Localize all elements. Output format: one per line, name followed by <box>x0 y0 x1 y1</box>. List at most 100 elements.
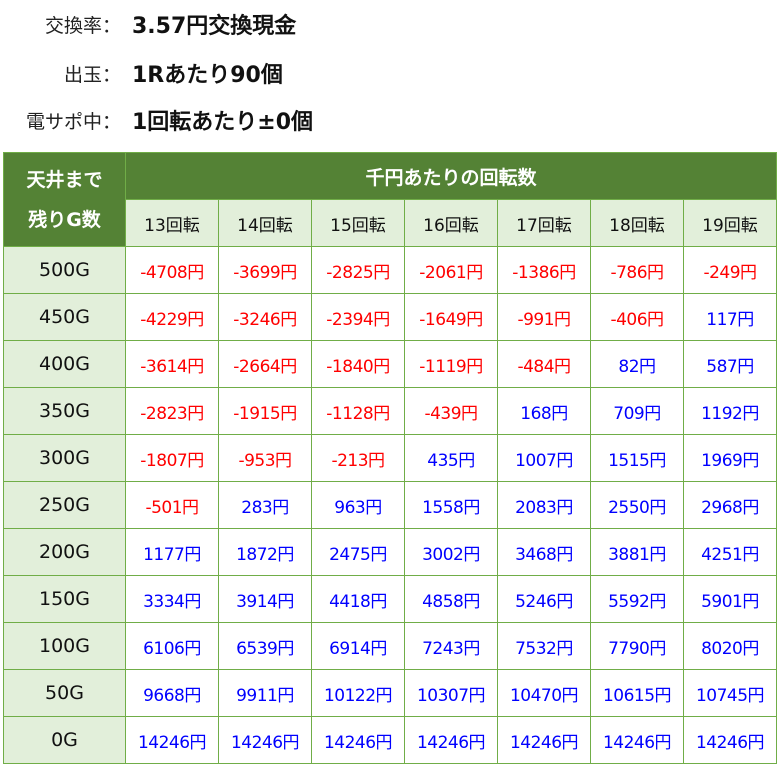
table-row: 250G -501円 283円 963円 1558円 2083円 2550円 2968円 <box>3 481 777 529</box>
value-cell: -991円 <box>497 293 591 341</box>
value-cell: -953円 <box>218 434 312 482</box>
row-header: 50G <box>3 669 126 717</box>
support-label: 電サポ中： <box>25 110 121 133</box>
corner-label-line-1: 天井まで <box>26 168 103 191</box>
value-cell: -2825円 <box>311 246 405 294</box>
value-cell: -2664円 <box>218 340 312 388</box>
value-cell: 435円 <box>404 434 498 482</box>
value-cell: 3914円 <box>218 575 312 623</box>
payout-line: 出玉： 1Rあたり90個 <box>0 58 283 88</box>
table-row: 200G 1177円 1872円 2475円 3002円 3468円 3881円 4251円 <box>3 528 777 576</box>
value-cell: 3002円 <box>404 528 498 576</box>
expected-value-table: 天井まで 残りG数 千円あたりの回転数 13回転 14回転 15回転 16回転 17回転… <box>3 152 777 764</box>
value-cell: -4229円 <box>125 293 219 341</box>
value-cell: 5592円 <box>590 575 684 623</box>
value-cell: -439円 <box>404 387 498 435</box>
row-header: 350G <box>3 387 126 435</box>
column-header: 19回転 <box>683 199 777 247</box>
value-cell: -3614円 <box>125 340 219 388</box>
row-header: 400G <box>3 340 126 388</box>
value-cell: 9911円 <box>218 669 312 717</box>
value-cell: -1915円 <box>218 387 312 435</box>
value-cell: 82円 <box>590 340 684 388</box>
value-cell: 1969円 <box>683 434 777 482</box>
value-cell: -2061円 <box>404 246 498 294</box>
row-header: 250G <box>3 481 126 529</box>
row-header: 500G <box>3 246 126 294</box>
column-header: 17回転 <box>497 199 591 247</box>
value-cell: 3881円 <box>590 528 684 576</box>
value-cell: 14246円 <box>125 716 219 764</box>
column-header: 18回転 <box>590 199 684 247</box>
value-cell: 709円 <box>590 387 684 435</box>
header-row-columns: 13回転 14回転 15回転 16回転 17回転 18回転 19回転 <box>4 199 777 247</box>
exchange-rate-line: 交換率： 3.57円交換現金 <box>0 9 296 39</box>
value-cell: 5901円 <box>683 575 777 623</box>
value-cell: 2550円 <box>590 481 684 529</box>
remaining-games-header: 天井まで 残りG数 <box>3 152 126 247</box>
value-cell: 10615円 <box>590 669 684 717</box>
spins-per-1000-header: 千円あたりの回転数 <box>125 152 777 200</box>
table-row: 50G 9668円 9911円 10122円 10307円 10470円 10615円 107… <box>3 669 777 717</box>
value-cell: -1807円 <box>125 434 219 482</box>
value-cell: -1119円 <box>404 340 498 388</box>
table-row: 500G -4708円 -3699円 -2825円 -2061円 -1386円 -786円 -… <box>3 246 777 294</box>
payout-label: 出玉： <box>63 63 121 86</box>
value-cell: 10745円 <box>683 669 777 717</box>
value-cell: 1515円 <box>590 434 684 482</box>
column-header: 15回転 <box>311 199 405 247</box>
value-cell: 2968円 <box>683 481 777 529</box>
value-cell: -1649円 <box>404 293 498 341</box>
value-cell: 7532円 <box>497 622 591 670</box>
value-cell: 6914円 <box>311 622 405 670</box>
value-cell: 117円 <box>683 293 777 341</box>
value-cell: 1192円 <box>683 387 777 435</box>
value-cell: 2083円 <box>497 481 591 529</box>
row-header: 0G <box>3 716 126 764</box>
corner-label-line-2: 残りG数 <box>28 208 101 231</box>
value-cell: 3334円 <box>125 575 219 623</box>
value-cell: 4858円 <box>404 575 498 623</box>
value-cell: 6106円 <box>125 622 219 670</box>
value-cell: 14246円 <box>497 716 591 764</box>
table-row: 300G -1807円 -953円 -213円 435円 1007円 1515円 1969円 <box>3 434 777 482</box>
support-value: 1回転あたり±0個 <box>132 110 314 135</box>
value-cell: 1177円 <box>125 528 219 576</box>
value-cell: 283円 <box>218 481 312 529</box>
value-cell: -1840円 <box>311 340 405 388</box>
value-cell: -1128円 <box>311 387 405 435</box>
value-cell: 587円 <box>683 340 777 388</box>
table-row: 150G 3334円 3914円 4418円 4858円 5246円 5592円 5901円 <box>3 575 777 623</box>
table-row: 400G -3614円 -2664円 -1840円 -1119円 -484円 82円 587円 <box>3 340 777 388</box>
value-cell: 1558円 <box>404 481 498 529</box>
value-cell: -3246円 <box>218 293 312 341</box>
value-cell: -249円 <box>683 246 777 294</box>
value-cell: 4418円 <box>311 575 405 623</box>
value-cell: 6539円 <box>218 622 312 670</box>
value-cell: -213円 <box>311 434 405 482</box>
row-header: 150G <box>3 575 126 623</box>
row-header: 100G <box>3 622 126 670</box>
value-cell: -1386円 <box>497 246 591 294</box>
value-cell: 3468円 <box>497 528 591 576</box>
value-cell: 1872円 <box>218 528 312 576</box>
exchange-rate-value: 3.57円交換現金 <box>132 14 297 39</box>
table-row: 450G -4229円 -3246円 -2394円 -1649円 -991円 -406円 11… <box>3 293 777 341</box>
value-cell: 14246円 <box>311 716 405 764</box>
value-cell: -786円 <box>590 246 684 294</box>
column-header: 13回転 <box>125 199 219 247</box>
value-cell: -501円 <box>125 481 219 529</box>
value-cell: 8020円 <box>683 622 777 670</box>
value-cell: 9668円 <box>125 669 219 717</box>
value-cell: 963円 <box>311 481 405 529</box>
row-header: 300G <box>3 434 126 482</box>
value-cell: -484円 <box>497 340 591 388</box>
table-body: 500G -4708円 -3699円 -2825円 -2061円 -1386円 -786円 -… <box>3 246 777 764</box>
value-cell: -2823円 <box>125 387 219 435</box>
value-cell: -406円 <box>590 293 684 341</box>
exchange-rate-label: 交換率： <box>44 14 121 37</box>
value-cell: -4708円 <box>125 246 219 294</box>
value-cell: 10307円 <box>404 669 498 717</box>
row-header: 200G <box>3 528 126 576</box>
row-header: 450G <box>3 293 126 341</box>
